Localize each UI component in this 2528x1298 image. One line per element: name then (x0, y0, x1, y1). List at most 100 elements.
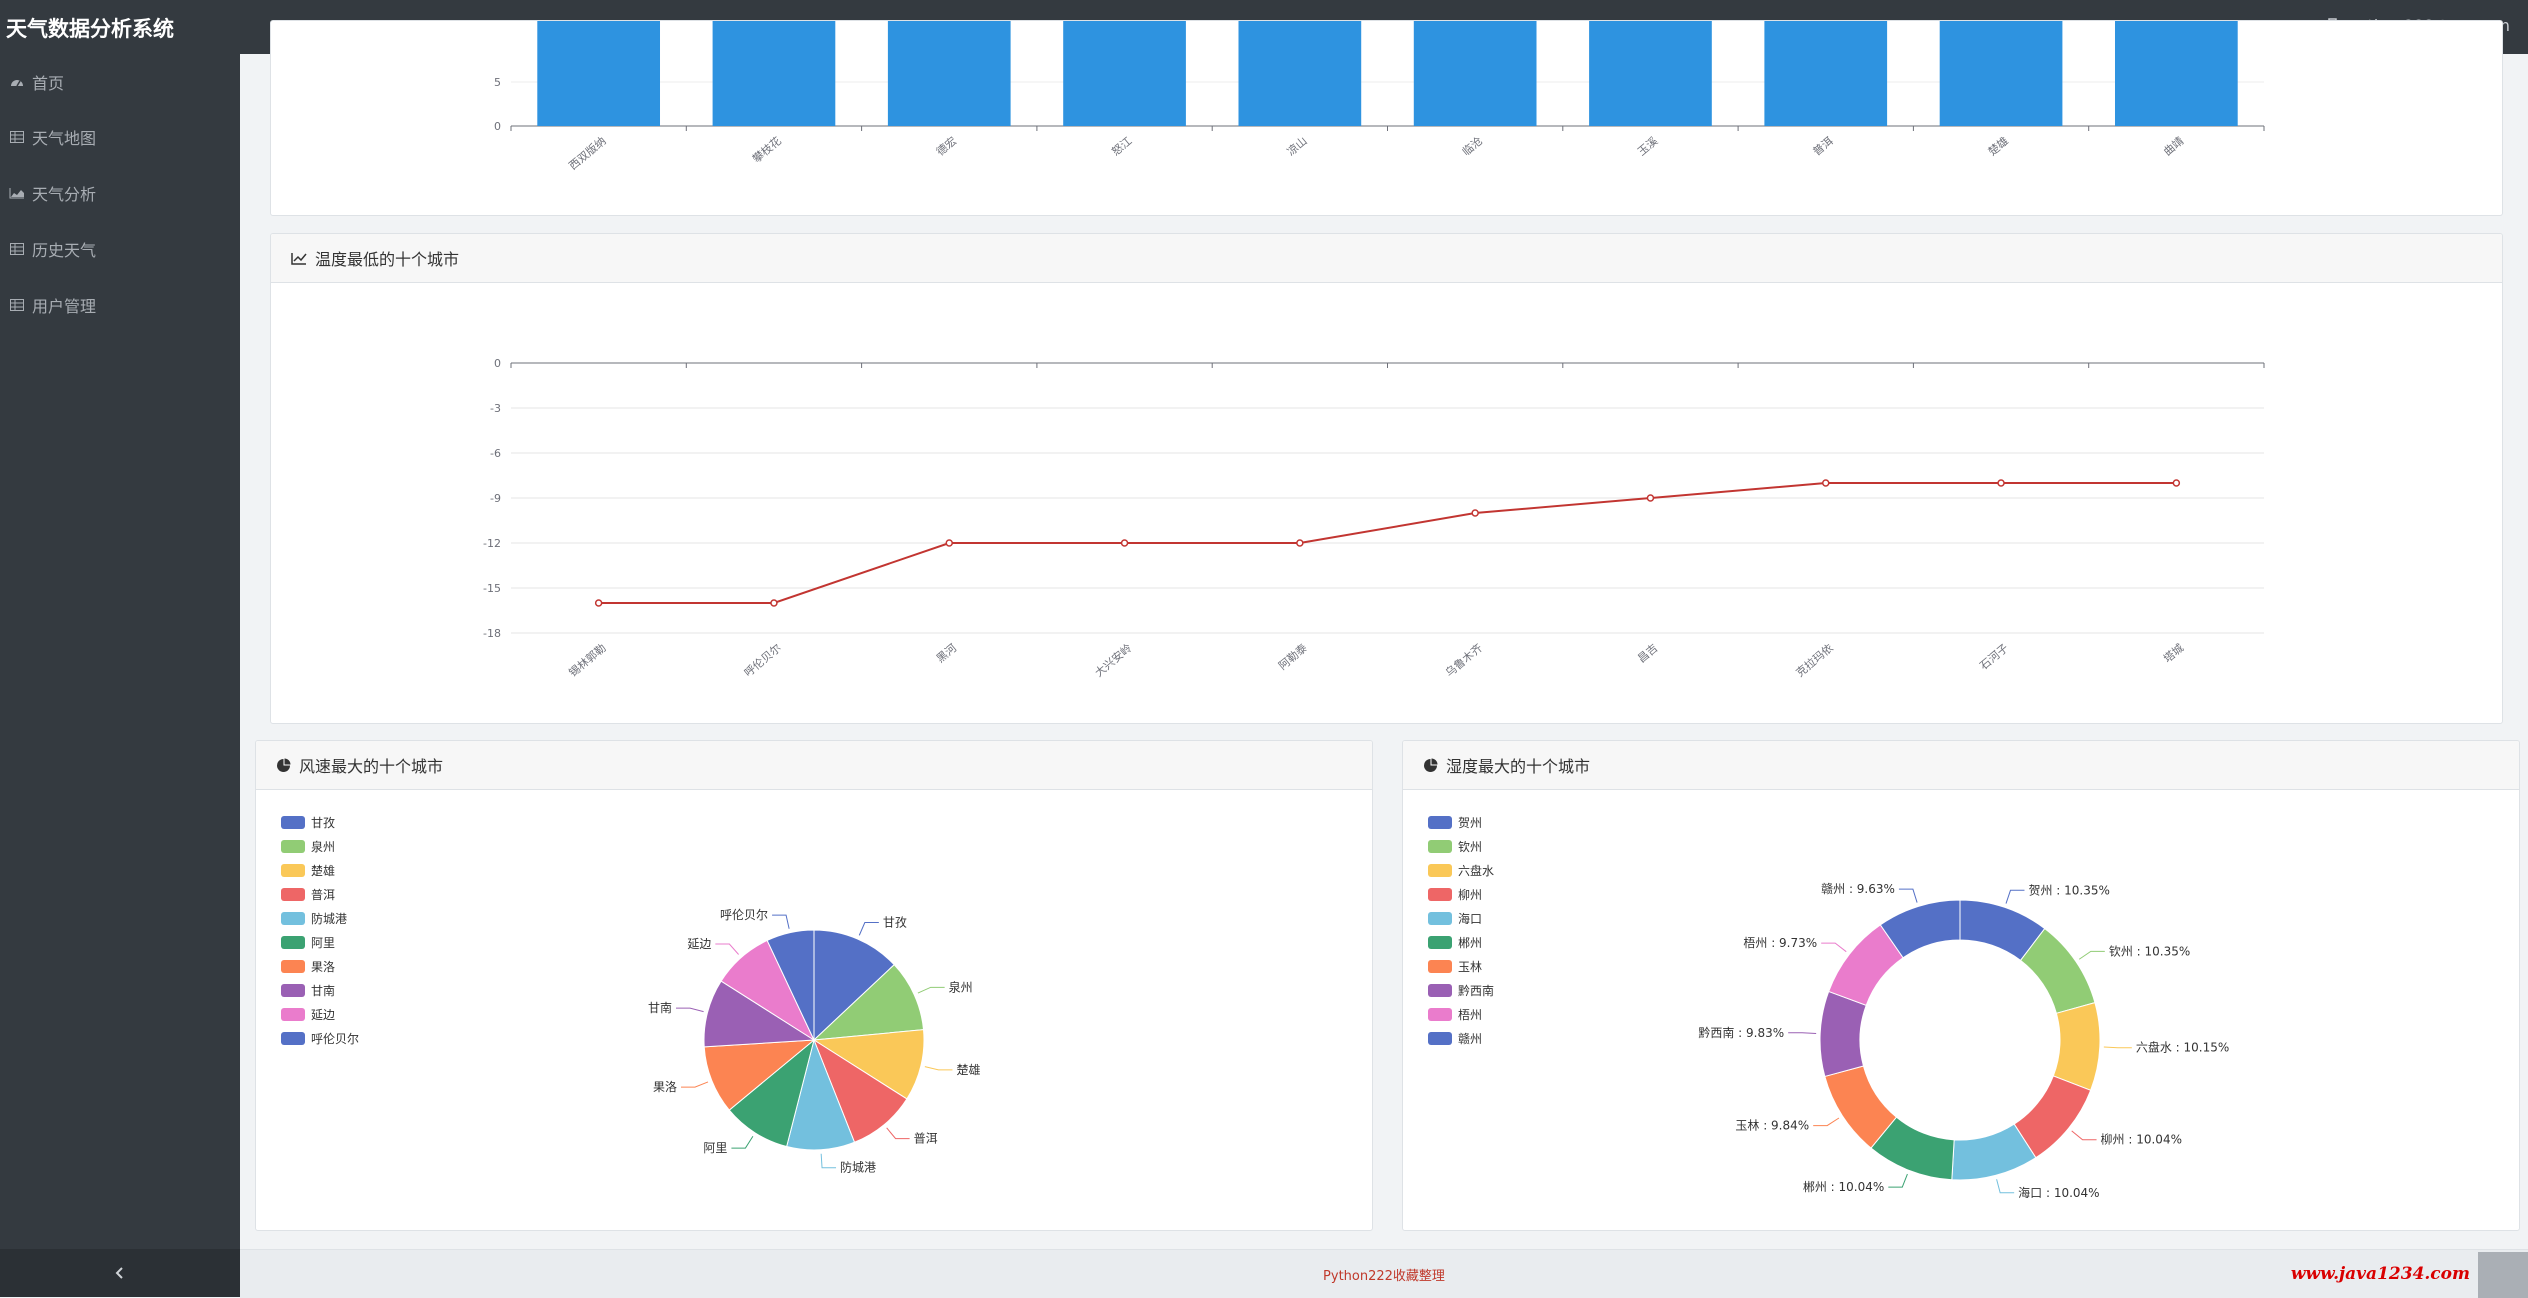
slice-label: 延边 (687, 937, 711, 951)
table-icon (8, 299, 26, 311)
table-icon (8, 131, 26, 143)
x-tick-label: 怒江 (1109, 134, 1135, 159)
slice-label: 海口 : 10.04% (2018, 1185, 2099, 1200)
slice-label: 赣州 : 9.63% (1821, 882, 1895, 896)
legend-item[interactable]: 黔西南 (1428, 978, 1494, 1002)
label-leader-line (2071, 1130, 2097, 1141)
slice-label: 阿里 (703, 1141, 727, 1155)
legend-item[interactable]: 延边 (281, 1002, 359, 1026)
humidity-legend: 贺州钦州六盘水柳州海口郴州玉林 黔西南梧州赣州 (1428, 810, 1494, 1050)
slice-label: 果洛 (653, 1079, 677, 1094)
sidebar-item-weather-map[interactable]: 天气地图 (0, 117, 240, 157)
legend-label: 呼伦贝尔 (311, 1031, 360, 1046)
bar-chart: 5 0 西双版纳 攀枝花 德宏 怒江 凉山 临沧 玉溪 普洱 楚雄 曲靖 (494, 21, 2265, 173)
legend-item[interactable]: 果洛 (281, 954, 359, 978)
legend-item[interactable]: 柳州 (1428, 882, 1494, 906)
slice-label: 呼伦贝尔 (720, 907, 768, 922)
sidebar-item-label: 历史天气 (32, 241, 97, 260)
legend-item[interactable]: 赣州 (1428, 1026, 1494, 1050)
slice-label: 梧州 : 9.73% (1743, 935, 1817, 950)
label-leader-line (1821, 942, 1847, 953)
bar (2114, 21, 2238, 126)
scroll-to-top-button[interactable] (2478, 1252, 2528, 1298)
sidebar: 首页 天气地图 天气分析 历史天气 用户管理 (0, 54, 240, 1297)
legend-item[interactable]: 玉林 (1428, 954, 1494, 978)
legend-item[interactable]: 甘孜 (281, 810, 359, 834)
temp-series-line (598, 482, 2177, 604)
legend-label: 钦州 (1458, 839, 1483, 854)
legend-item[interactable]: 防城港 (281, 906, 359, 930)
legend-swatch (281, 815, 305, 829)
chevron-left-icon (115, 1263, 125, 1284)
x-tick-label: 大兴安岭 (1092, 641, 1135, 680)
pie-slice (1819, 990, 1867, 1078)
card-title: 湿度最大的十个城市 (1446, 757, 1591, 776)
slice-label: 楚雄 (956, 1062, 980, 1077)
legend-swatch (1428, 935, 1452, 949)
label-leader-line (2078, 950, 2105, 960)
card-header: 温度最低的十个城市 (271, 234, 2502, 283)
legend-label: 防城港 (311, 911, 348, 926)
footer: Python222收藏整理 www.java1234.com (240, 1249, 2528, 1298)
humidity-donut-chart: 贺州 : 10.35% 钦州 : 10.35% 六盘水 : 10.15% 柳州 : 1… (1698, 882, 2229, 1200)
bar (537, 21, 661, 126)
legend-item[interactable]: 甘南 (281, 978, 359, 1002)
data-point (770, 599, 778, 607)
label-leader-line (2005, 889, 2025, 904)
legend-label: 楚雄 (311, 863, 336, 878)
sidebar-item-weather-analysis[interactable]: 天气分析 (0, 173, 240, 213)
legend-label: 延边 (311, 1007, 336, 1022)
legend-swatch (1428, 983, 1452, 997)
legend-item[interactable]: 梧州 (1428, 1002, 1494, 1026)
sidebar-item-label: 天气分析 (32, 185, 97, 204)
dashboard-icon (8, 76, 26, 88)
line-chart: 0 -3 -6 -9 -12 -15 -18 锡林郭勒 呼伦贝尔 黑河 大兴安岭 阿勒泰 乌鲁木齐 昌吉 克… (483, 357, 2265, 680)
label-leader-line (1813, 1117, 1840, 1127)
x-tick-label: 乌鲁木齐 (1442, 641, 1485, 680)
legend-label: 泉州 (311, 839, 336, 854)
humidity-card: 湿度最大的十个城市 贺州钦州六盘水柳州海口郴州玉林 黔西南梧州赣州 贺州 : 10… (1402, 740, 2520, 1231)
legend-swatch (281, 887, 305, 901)
data-point (1997, 479, 2005, 487)
x-tick-label: 凉山 (1284, 134, 1310, 159)
slice-label: 甘孜 (883, 916, 907, 930)
app-title[interactable]: 天气数据分析系统 (6, 17, 174, 41)
slice-label: 柳州 : 10.04% (2101, 1133, 2182, 1147)
label-leader-line (680, 1081, 709, 1088)
label-leader-line (715, 943, 739, 955)
label-leader-line (1898, 888, 1918, 903)
legend-swatch (1428, 1031, 1452, 1045)
legend-item[interactable]: 海口 (1428, 906, 1494, 930)
legend-item[interactable]: 钦州 (1428, 834, 1494, 858)
legend-item[interactable]: 郴州 (1428, 930, 1494, 954)
legend-item[interactable]: 贺州 (1428, 810, 1494, 834)
label-leader-line (676, 1007, 704, 1013)
slice-label: 玉林 : 9.84% (1735, 1119, 1809, 1133)
sidebar-item-home[interactable]: 首页 (0, 62, 240, 102)
legend-item[interactable]: 普洱 (281, 882, 359, 906)
y-tick-label: 5 (494, 76, 501, 89)
legend-item[interactable]: 楚雄 (281, 858, 359, 882)
data-point (1822, 479, 1830, 487)
sidebar-toggle-button[interactable] (0, 1249, 240, 1297)
legend-label: 梧州 (1458, 1007, 1483, 1022)
sidebar-item-user-management[interactable]: 用户管理 (0, 285, 240, 325)
legend-label: 海口 (1458, 911, 1483, 926)
label-leader-line (886, 1127, 910, 1140)
x-tick-label: 黑河 (934, 641, 959, 665)
x-tick-label: 锡林郭勒 (566, 641, 609, 680)
legend-label: 郴州 (1458, 935, 1483, 950)
data-point (1120, 539, 1129, 547)
legend-item[interactable]: 泉州 (281, 834, 359, 858)
legend-item[interactable]: 六盘水 (1428, 858, 1494, 882)
legend-label: 柳州 (1458, 887, 1483, 902)
data-point (1296, 539, 1304, 547)
legend-item[interactable]: 呼伦贝尔 (281, 1026, 359, 1050)
data-point (2172, 479, 2181, 487)
x-tick-label: 楚雄 (1985, 134, 2011, 159)
legend-swatch (281, 959, 305, 973)
card-title: 风速最大的十个城市 (299, 757, 444, 776)
sidebar-item-history-weather[interactable]: 历史天气 (0, 229, 240, 269)
legend-swatch (281, 839, 305, 853)
legend-item[interactable]: 阿里 (281, 930, 359, 954)
